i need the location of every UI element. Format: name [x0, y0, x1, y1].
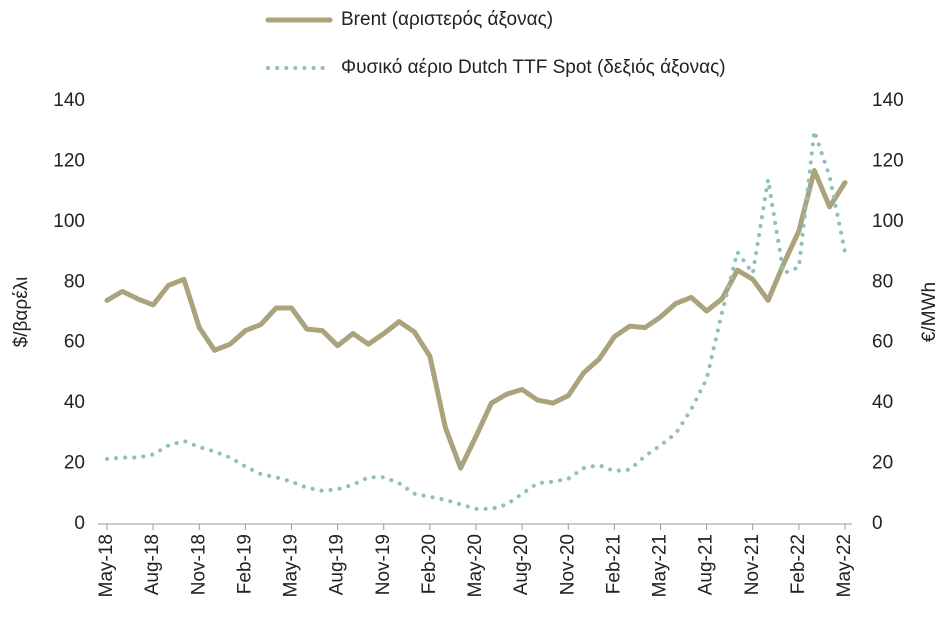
x-tick-label: May-21	[650, 534, 671, 597]
x-tick-label: May-22	[834, 534, 855, 597]
y-tick-label: 40	[64, 392, 85, 413]
x-tick-label: Nov-19	[373, 534, 394, 595]
x-tick-label: May-19	[281, 534, 302, 597]
x-tick-label: May-18	[96, 534, 117, 597]
x-tick-label: Nov-21	[742, 534, 763, 595]
legend-label: Φυσικό αέριο Dutch TTF Spot (δεξιός άξον…	[341, 57, 726, 78]
x-tick-label: Aug-18	[142, 534, 163, 595]
x-tick-label: Feb-21	[603, 534, 624, 594]
y2-tick-label: 60	[872, 332, 893, 353]
y2-tick-label: 0	[872, 513, 883, 534]
y2-tick-label: 40	[872, 392, 893, 413]
y-tick-label: 140	[53, 90, 85, 111]
y-tick-label: 80	[64, 271, 85, 292]
x-tick-label: Aug-19	[327, 534, 348, 595]
y-axis-label: $/βαρέλι	[11, 277, 32, 348]
y2-tick-label: 100	[872, 211, 904, 232]
legend-label: Brent (αριστερός άξονας)	[341, 9, 553, 30]
x-tick-label: Nov-18	[188, 534, 209, 595]
y2-tick-label: 20	[872, 453, 893, 474]
y-tick-label: 20	[64, 453, 85, 474]
series-line	[105, 129, 847, 511]
x-tick-label: Feb-20	[419, 534, 440, 594]
series-line	[104, 168, 848, 471]
y2-tick-label: 80	[872, 271, 893, 292]
y2-axis-label: €/MWh	[919, 282, 940, 342]
y-tick-label: 0	[74, 513, 85, 534]
x-tick-label: Nov-20	[557, 534, 578, 595]
y2-tick-label: 120	[872, 150, 904, 171]
x-tick-label: Aug-21	[696, 534, 717, 595]
x-tick-label: Feb-19	[234, 534, 255, 594]
y2-tick-label: 140	[872, 90, 904, 111]
x-tick-label: Aug-20	[511, 534, 532, 595]
y-tick-label: 100	[53, 211, 85, 232]
x-tick-label: May-20	[465, 534, 486, 597]
y-tick-label: 60	[64, 332, 85, 353]
y-tick-label: 120	[53, 150, 85, 171]
x-tick-label: Feb-22	[788, 534, 809, 594]
